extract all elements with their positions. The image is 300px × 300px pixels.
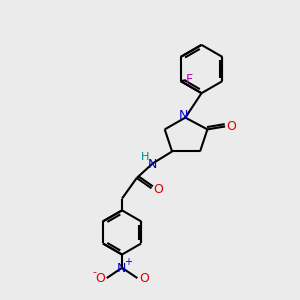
Text: +: + [124, 257, 132, 267]
Text: N: N [179, 109, 188, 122]
Text: F: F [185, 73, 192, 86]
Text: -: - [92, 267, 96, 277]
Text: O: O [226, 120, 236, 133]
Text: O: O [95, 272, 105, 285]
Text: O: O [139, 272, 149, 285]
Text: N: N [117, 262, 126, 275]
Text: O: O [153, 183, 163, 196]
Text: N: N [147, 158, 157, 171]
Text: H: H [140, 152, 149, 162]
